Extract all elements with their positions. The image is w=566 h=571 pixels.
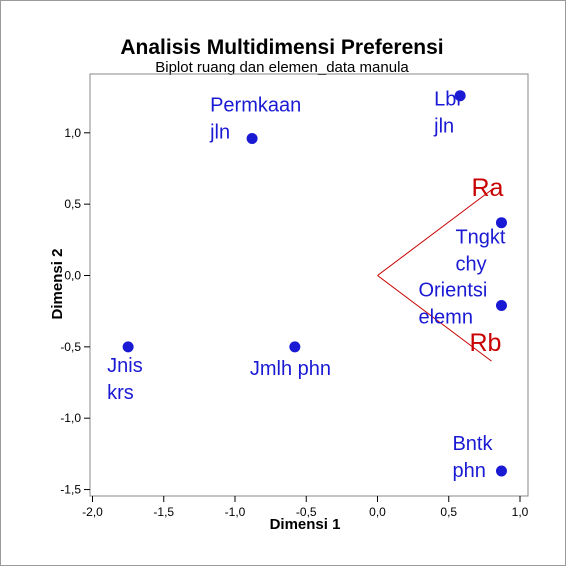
point-label-line: phn xyxy=(452,460,485,482)
point-label-line: chy xyxy=(455,254,486,276)
y-tick-label: -0,5 xyxy=(60,340,81,354)
point-label: Permkaan jln xyxy=(209,95,301,144)
data-point xyxy=(289,341,301,353)
y-tick-label: 1,0 xyxy=(64,126,81,140)
point-label-line: Jmlh phn xyxy=(250,358,331,380)
point-label-line: jln xyxy=(433,116,454,138)
point-label-line: Orientsi xyxy=(418,279,487,301)
x-tick-label: 0,0 xyxy=(369,505,386,519)
chart-subtitle: Biplot ruang dan elemen_data manula xyxy=(155,59,409,76)
y-axis-label: Dimensi 2 xyxy=(49,249,66,320)
point-label-line: elemn xyxy=(418,306,472,328)
chart-title: Analisis Multidimensi Preferensi xyxy=(120,36,443,59)
x-tick-label: 1,0 xyxy=(512,505,529,519)
point-label-line: jln xyxy=(209,122,230,144)
y-tick-label: 0,0 xyxy=(64,269,81,283)
y-tick-label: 0,5 xyxy=(64,197,81,211)
x-tick-label: -1,5 xyxy=(153,505,174,519)
point-label-line: Tngkt xyxy=(455,227,505,249)
data-point xyxy=(246,133,258,145)
x-tick-label: 0,5 xyxy=(440,505,457,519)
point-label: Tngkt chy xyxy=(455,227,505,276)
plot-area xyxy=(89,73,529,497)
x-axis-ticks: -2,0 -1,5 -1,0 -0,5 0,0 0,5 1,0 xyxy=(82,496,529,519)
vector-layer: Ra Rb xyxy=(377,174,504,362)
vector-line xyxy=(377,275,492,362)
data-point xyxy=(454,90,466,102)
data-point xyxy=(495,299,507,311)
x-tick-label: -0,5 xyxy=(296,505,317,519)
point-label-line: Jnis xyxy=(107,355,143,377)
data-point xyxy=(495,465,507,477)
data-point xyxy=(495,217,507,229)
y-axis-ticks: 1,0 0,5 0,0 -0,5 -1,0 -1,5 xyxy=(60,126,90,497)
point-label: Bntk phn xyxy=(452,433,493,482)
point-label: Lbr jln xyxy=(433,89,463,138)
point-label: Orientsi elemn xyxy=(418,279,487,328)
vector-label: Rb xyxy=(470,329,502,357)
point-label: Jmlh phn xyxy=(250,358,331,380)
point-label-line: Lbr xyxy=(434,89,463,111)
point-layer: Permkaan jln Lbr jln Tngkt chy Orientsi elemn Jn… xyxy=(107,89,507,482)
x-tick-label: -2,0 xyxy=(82,505,103,519)
x-axis-label: Dimensi 1 xyxy=(270,516,341,533)
vector-line xyxy=(377,189,492,276)
data-point xyxy=(122,341,134,353)
y-tick-label: -1,5 xyxy=(60,483,81,497)
vector-label: Ra xyxy=(472,174,504,202)
x-tick-label: -1,0 xyxy=(225,505,246,519)
point-label: Jnis krs xyxy=(107,355,143,404)
point-label-line: Permkaan xyxy=(210,95,301,117)
y-tick-label: -1,0 xyxy=(60,411,81,425)
point-label-line: krs xyxy=(107,382,134,404)
point-label-line: Bntk xyxy=(452,433,493,455)
